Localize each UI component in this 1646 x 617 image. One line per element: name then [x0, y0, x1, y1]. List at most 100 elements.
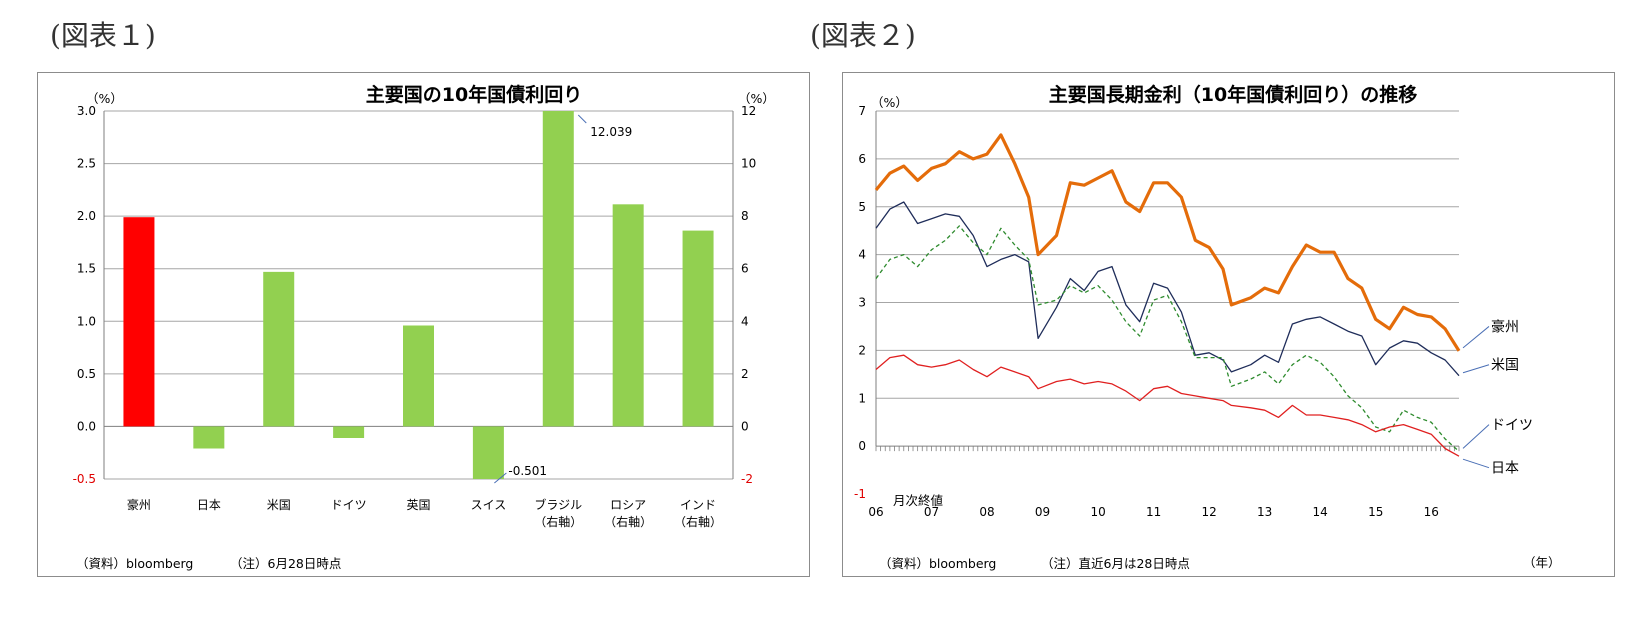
bar: [472, 426, 504, 479]
monthly-close-note: 月次終値: [893, 493, 943, 508]
x-tick-label: 06: [868, 505, 883, 519]
x-axis-ticks: 06 07 08 09 10 11 12 13 14 15 16: [868, 446, 1460, 519]
bar: [612, 204, 644, 427]
left-tick-label: 2.0: [77, 209, 96, 223]
data-label: -0.501: [508, 464, 547, 478]
figure-2-label: (図表２): [810, 19, 916, 52]
left-axis-unit: （%）: [86, 91, 123, 106]
category-labels: 豪州 日本 米国 ドイツ 英国 スイス ブラジル （右軸） ロシア （右軸） インド （右軸）: [127, 497, 722, 529]
y-tick-label: 6: [858, 152, 866, 166]
x-tick-label: 16: [1424, 505, 1439, 519]
series-line: [875, 225, 1460, 452]
category-label: （右軸）: [674, 514, 722, 529]
series-line: [875, 201, 1460, 377]
bar: [123, 217, 155, 427]
series-label-arrow: [1462, 326, 1490, 349]
series-label: 豪州: [1491, 319, 1519, 335]
category-label: 英国: [406, 498, 430, 512]
x-tick-label: 15: [1368, 505, 1383, 519]
y-tick-label: 7: [858, 104, 866, 118]
bar: [193, 426, 225, 449]
y-tick-label: 0: [858, 439, 866, 453]
bar-chart-panel: 主要国の10年国債利回り （%） （%） -0.5 0.0 0.5 1.0 1.5 2.0…: [37, 72, 810, 577]
x-axis-unit: （年）: [1523, 555, 1561, 570]
right-tick-label: 12: [741, 104, 756, 118]
series-label: 米国: [1491, 358, 1519, 374]
category-label: （右軸）: [604, 514, 652, 529]
date-note: （注）6月28日時点: [230, 556, 341, 571]
figure-1-label: (図表１): [50, 19, 156, 52]
right-tick-label: 0: [741, 419, 749, 433]
bar: [682, 230, 714, 427]
series-label-arrow: [1462, 458, 1490, 469]
left-tick-label: -0.5: [73, 472, 96, 486]
category-label: （右軸）: [534, 514, 582, 529]
y-axis-unit: （%）: [871, 95, 908, 110]
right-tick-label: 10: [741, 157, 756, 171]
left-tick-label: 2.5: [77, 157, 96, 171]
data-labels: -0.501 12.039: [494, 114, 632, 484]
category-label: 豪州: [127, 497, 151, 512]
x-tick-label: 09: [1035, 505, 1050, 519]
x-tick-label: 11: [1146, 505, 1161, 519]
data-label-arrow: [577, 114, 587, 124]
bar-chart: 主要国の10年国債利回り （%） （%） -0.5 0.0 0.5 1.0 1.5 2.0…: [73, 83, 775, 571]
bar: [542, 111, 574, 427]
source-note: （資料）bloomberg: [879, 556, 996, 571]
series-label: ドイツ: [1491, 418, 1533, 434]
date-note: （注）直近6月は28日時点: [1041, 556, 1190, 571]
series-line: [874, 133, 1461, 352]
x-tick-label: 08: [979, 505, 994, 519]
series-line: [875, 354, 1460, 457]
y-tick-label: 5: [858, 200, 866, 214]
right-tick-label: 4: [741, 314, 749, 328]
category-label: 米国: [267, 498, 291, 512]
x-tick-label: 07: [924, 505, 939, 519]
category-label: ロシア: [610, 498, 646, 512]
category-label: 日本: [197, 498, 221, 512]
y-tick-label: 3: [858, 296, 866, 310]
category-label: インド: [680, 498, 716, 512]
right-tick-label: 6: [741, 262, 749, 276]
y-tick-label: 2: [858, 343, 866, 357]
category-label: ドイツ: [331, 498, 367, 512]
left-tick-label: 1.5: [77, 262, 96, 276]
left-tick-label: 1.0: [77, 314, 96, 328]
bars: [123, 111, 714, 479]
category-label: スイス: [471, 498, 507, 512]
left-tick-label: 0.0: [77, 419, 96, 433]
category-label: ブラジル: [534, 497, 582, 512]
bar: [333, 426, 365, 438]
x-tick-label: 10: [1090, 505, 1105, 519]
y-axis-ticks: -1 0 1 2 3 4 5 6 7: [854, 104, 866, 501]
series-label: 日本: [1491, 461, 1519, 477]
bar: [263, 271, 295, 427]
series-lines: [874, 133, 1461, 457]
x-tick-label: 13: [1257, 505, 1272, 519]
data-label: 12.039: [590, 125, 632, 139]
right-axis-unit: （%）: [738, 91, 775, 106]
left-tick-label: 3.0: [77, 104, 96, 118]
right-tick-label: 2: [741, 367, 749, 381]
chart-title: 主要国の10年国債利回り: [366, 83, 582, 106]
x-tick-label: 12: [1202, 505, 1217, 519]
chart-title: 主要国長期金利（10年国債利回り）の推移: [1049, 83, 1417, 106]
series-label-arrow: [1462, 424, 1490, 449]
left-tick-label: 0.5: [77, 367, 96, 381]
y-tick-label: 1: [858, 391, 866, 405]
data-label-arrow: [494, 472, 507, 484]
gridlines: [875, 110, 1459, 447]
x-tick-label: 14: [1313, 505, 1328, 519]
bar: [403, 325, 434, 427]
y-tick-label: -1: [854, 487, 866, 501]
left-axis-ticks: -0.5 0.0 0.5 1.0 1.5 2.0 2.5 3.0: [73, 104, 96, 486]
right-tick-label: -2: [741, 472, 753, 486]
y-tick-label: 4: [858, 248, 866, 262]
source-note: （資料）bloomberg: [76, 556, 193, 571]
right-tick-label: 8: [741, 209, 749, 223]
series-label-arrow: [1462, 364, 1490, 374]
line-chart-panel: 主要国長期金利（10年国債利回り）の推移 （%） -1 0 1 2 3 4 5 6 7 06 07…: [842, 72, 1615, 577]
right-axis-ticks: -2 0 2 4 6 8 10 12: [741, 104, 756, 486]
